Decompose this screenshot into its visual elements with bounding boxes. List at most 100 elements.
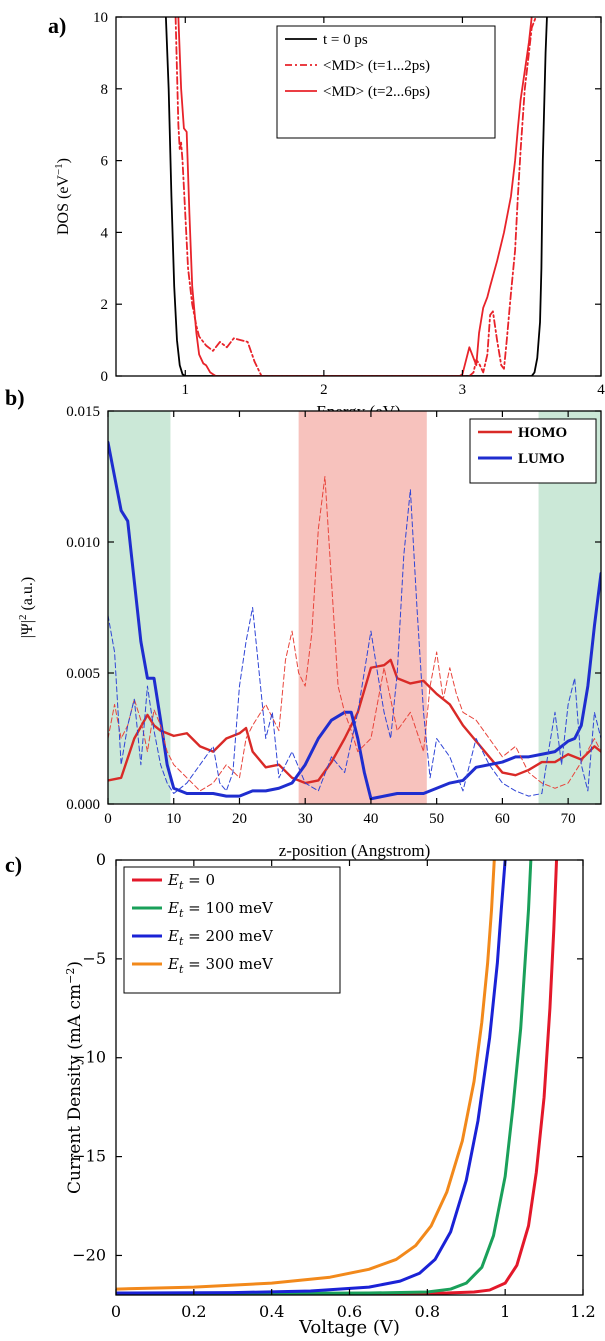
legend-label-name: <MD> (t=2...6ps) bbox=[323, 84, 430, 100]
legend-label-rest: = 100 meV bbox=[183, 899, 274, 917]
plot-area bbox=[164, 17, 548, 376]
legend-label-sub: t bbox=[179, 879, 184, 892]
y-tick-label: 0.005 bbox=[66, 666, 100, 682]
y-axis-label: |Ψ|2 (a.u.) bbox=[17, 577, 36, 638]
x-tick-label: 0.4 bbox=[259, 1302, 284, 1321]
y-axis-label-sup: −1 bbox=[53, 163, 65, 175]
series-line bbox=[108, 658, 601, 785]
legend-label: Et = 300 meV bbox=[167, 955, 274, 976]
x-tick-label: 10 bbox=[166, 811, 181, 827]
y-axis-label: Current Density (mA cm−2) bbox=[64, 961, 85, 1194]
panel-label: a) bbox=[48, 13, 66, 38]
panel-b: 0 10 20 30 40 50 60 70 0.000 0.005 0.010 0.015 b) z-p… bbox=[5, 385, 602, 860]
plot-area bbox=[108, 440, 601, 801]
series-line bbox=[108, 440, 601, 801]
shaded-region bbox=[108, 411, 171, 804]
legend: HOMO LUMO bbox=[469, 418, 597, 484]
y-tick-label: −15 bbox=[72, 1147, 106, 1166]
legend-label-name: E bbox=[167, 927, 179, 945]
legend-box bbox=[469, 418, 597, 484]
y-tick-label: 2 bbox=[101, 297, 109, 313]
x-tick-label: 0.2 bbox=[181, 1302, 206, 1321]
legend-box bbox=[276, 25, 496, 139]
x-tick-label: 50 bbox=[429, 811, 444, 827]
y-axis-label-sup: −2 bbox=[64, 968, 77, 984]
panel-label: c) bbox=[5, 852, 22, 877]
y-axis-label-end: ) bbox=[65, 961, 85, 968]
axes-frame bbox=[115, 16, 602, 377]
x-tick-label: 40 bbox=[363, 811, 378, 827]
x-tick-label: 0.8 bbox=[415, 1302, 440, 1321]
x-tick-label: 2 bbox=[320, 382, 328, 398]
x-axis-label: Voltage (V) bbox=[298, 1317, 400, 1338]
legend-label-rest: = 300 meV bbox=[183, 955, 274, 973]
y-tick-label: 0 bbox=[101, 369, 109, 385]
legend-label-name: E bbox=[167, 955, 179, 973]
legend-label-name: t = 0 ps bbox=[323, 32, 368, 48]
y-axis-label-text: Current Density (mA cm bbox=[65, 984, 85, 1194]
x-tick-label: 30 bbox=[298, 811, 313, 827]
y-tick-label: 4 bbox=[101, 225, 109, 241]
legend-label-name: HOMO bbox=[518, 425, 567, 441]
shaded-region bbox=[298, 411, 427, 804]
series-line bbox=[177, 17, 533, 376]
legend-label-sub: t bbox=[179, 935, 184, 948]
x-tick-label: 1 bbox=[182, 382, 190, 398]
y-tick-label: 0.010 bbox=[66, 535, 100, 551]
x-axis-label: z-position (Angstrom) bbox=[279, 841, 431, 860]
x-tick-label: 0 bbox=[111, 1302, 121, 1321]
legend-label: Et = 200 meV bbox=[167, 927, 274, 948]
legend-label-name: E bbox=[167, 871, 179, 889]
y-tick-label: 10 bbox=[93, 10, 108, 26]
legend-label-rest: = 0 bbox=[183, 871, 215, 889]
x-tick-label: 4 bbox=[597, 382, 605, 398]
y-tick-label: 0 bbox=[96, 850, 106, 869]
legend-label: <MD> (t=1...2ps) bbox=[323, 58, 430, 74]
panel-c: 0 0.2 0.4 0.6 0.8 1 1.2 −20 −15 −10 −5 0 c) Voltage (… bbox=[5, 850, 596, 1338]
legend-label-name: <MD> (t=1...2ps) bbox=[323, 58, 430, 74]
y-tick-label: 0.015 bbox=[66, 404, 100, 420]
x-tick-label: 60 bbox=[495, 811, 510, 827]
legend-label-sub: t bbox=[179, 963, 184, 976]
y-tick-label: 8 bbox=[101, 82, 109, 98]
x-tick-label: 0.6 bbox=[337, 1302, 362, 1321]
series-line bbox=[174, 17, 537, 376]
series-line bbox=[108, 476, 601, 792]
legend-label: t = 0 ps bbox=[323, 32, 368, 48]
x-tick-label: 1.2 bbox=[570, 1302, 595, 1321]
series-line bbox=[116, 860, 507, 1295]
y-tick-label: −5 bbox=[82, 949, 106, 968]
legend-label: HOMO bbox=[518, 425, 567, 441]
legend: t = 0 ps <MD> (t=1...2ps) <MD> (t=2...6ps) bbox=[276, 25, 496, 139]
y-axis-label: DOS (eV−1) bbox=[53, 158, 72, 235]
legend-label-name: LUMO bbox=[518, 451, 565, 467]
series-line bbox=[116, 860, 533, 1295]
y-tick-label: 6 bbox=[101, 154, 109, 170]
axes-frame bbox=[107, 410, 602, 805]
legend-label: LUMO bbox=[518, 451, 565, 467]
panel-label: b) bbox=[5, 385, 25, 410]
y-axis-label-text: |Ψ| bbox=[19, 620, 36, 638]
y-tick-label: −10 bbox=[72, 1048, 106, 1067]
legend-label-sub: t bbox=[179, 907, 184, 920]
legend-label-rest: = 200 meV bbox=[183, 927, 274, 945]
x-tick-label: 20 bbox=[232, 811, 247, 827]
x-tick-label: 0 bbox=[104, 811, 112, 827]
series-line bbox=[108, 489, 601, 797]
legend-label: Et = 100 meV bbox=[167, 899, 274, 920]
x-tick-label: 3 bbox=[459, 382, 467, 398]
y-axis-label-text: DOS (eV bbox=[55, 175, 72, 235]
y-tick-label: 0.000 bbox=[66, 797, 100, 813]
legend-label: <MD> (t=2...6ps) bbox=[323, 84, 430, 100]
y-axis-label-end: (a.u.) bbox=[19, 577, 36, 615]
x-tick-label: 1 bbox=[500, 1302, 510, 1321]
legend-label: Et = 0 bbox=[167, 871, 215, 892]
legend-label-name: E bbox=[167, 899, 179, 917]
plot-area bbox=[116, 860, 559, 1295]
y-axis-label-sup: 2 bbox=[17, 615, 29, 621]
y-tick-label: −20 bbox=[72, 1245, 106, 1264]
legend-box bbox=[123, 866, 341, 994]
